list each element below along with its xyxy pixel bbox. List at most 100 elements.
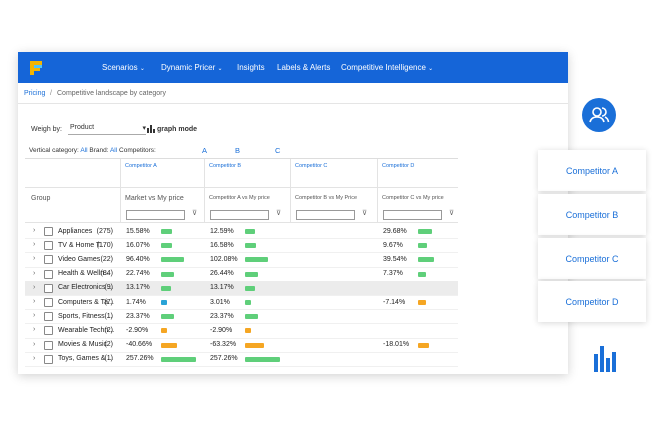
app-window: Pricing / Competitive landscape by categ… <box>18 52 568 374</box>
filter-input[interactable] <box>126 210 185 220</box>
filter-icon[interactable]: ⊽ <box>362 210 368 217</box>
expand-arrow[interactable]: › <box>33 354 36 362</box>
cell-value: -7.14% <box>383 298 406 306</box>
value-bar <box>161 342 177 348</box>
value-bar <box>161 257 184 263</box>
expand-arrow[interactable]: › <box>33 283 36 291</box>
cell-value: 96.40% <box>126 255 150 263</box>
nav-item[interactable]: Competitive Intelligence ⌄ <box>341 63 434 72</box>
table-row[interactable]: › Sports, Fitness ... (1) 23.37% 23.37% <box>25 309 458 325</box>
cell-value: 3.01% <box>210 298 230 306</box>
group-count: (170) <box>96 241 113 249</box>
table-row[interactable]: › Health & Welln... (84) 22.74% 26.44% 7.37% <box>25 267 458 282</box>
table-row[interactable]: › TV & Home T... (170) 16.07% 16.58% 9.67% <box>25 238 458 254</box>
competitor-card[interactable]: Competitor B <box>538 194 646 235</box>
competitor-filter[interactable]: A <box>202 146 208 155</box>
expand-arrow[interactable]: › <box>33 241 36 249</box>
competitor-filter[interactable]: C <box>275 146 281 155</box>
value-bar <box>418 300 427 305</box>
cell-value: 39.54% <box>383 255 407 263</box>
breadcrumb-link[interactable]: Pricing <box>24 90 46 97</box>
weigh-value: Product <box>70 124 95 131</box>
table-row[interactable]: › Appliances (275) 15.58% 12.59% 29.68% <box>25 224 458 240</box>
nav-item[interactable]: Scenarios ⌄ <box>102 63 145 72</box>
users-icon <box>582 98 616 132</box>
value-bar <box>245 342 264 348</box>
competitor-filter[interactable]: B <box>235 146 241 155</box>
group-count: (7) <box>104 298 113 306</box>
nav-item[interactable]: Dynamic Pricer ⌄ <box>161 63 223 72</box>
table-row[interactable]: › Wearable Techn... (2) -2.90% -2.90% <box>25 323 458 339</box>
checkbox[interactable] <box>44 340 53 350</box>
expand-arrow[interactable]: › <box>33 312 36 320</box>
value-bar <box>418 243 428 249</box>
competitor-card[interactable]: Competitor D <box>538 281 646 322</box>
competitor-header: Competitor C <box>295 163 328 169</box>
competitor-header: Competitor D <box>382 163 415 169</box>
competitor-card[interactable]: Competitor C <box>538 238 646 279</box>
chart-icon <box>594 346 616 372</box>
checkbox[interactable] <box>44 241 53 251</box>
column-header: Competitor C vs My price <box>382 195 444 201</box>
group-count: (2) <box>104 326 113 334</box>
group-count: (1) <box>104 312 113 320</box>
checkbox[interactable] <box>44 312 53 322</box>
expand-arrow[interactable]: › <box>33 227 36 234</box>
header-row-line <box>25 187 458 188</box>
checkbox[interactable] <box>44 354 53 364</box>
checkbox[interactable] <box>44 298 53 307</box>
group-name: Appliances <box>58 227 93 235</box>
table-row[interactable]: › Video Games (22) 96.40% 102.08% 39.54% <box>25 252 458 268</box>
expand-arrow[interactable]: › <box>33 326 36 334</box>
checkbox[interactable] <box>44 326 53 336</box>
nav-item[interactable]: Labels & Alerts <box>277 63 331 72</box>
checkbox[interactable] <box>44 227 53 236</box>
cell-value: 23.37% <box>126 312 150 320</box>
value-bar <box>418 229 432 234</box>
checkbox[interactable] <box>44 269 53 279</box>
filter-input[interactable] <box>383 210 442 220</box>
expand-arrow[interactable]: › <box>33 340 36 348</box>
table-row[interactable]: › Car Electronics ... (9) 13.17% 13.17% <box>25 280 458 296</box>
table-row[interactable]: › Toys, Games & ... (1) 257.26% 257.26% <box>25 352 458 367</box>
expand-arrow[interactable]: › <box>33 298 36 305</box>
cell-value: 12.59% <box>210 227 234 235</box>
value-bar <box>245 229 256 234</box>
data-table: Competitor A Competitor B Competitor C Comp… <box>25 158 458 374</box>
brand-value[interactable]: All <box>109 147 118 154</box>
group-count: (9) <box>104 284 113 292</box>
competitor-card[interactable]: Competitor A <box>538 150 646 191</box>
graph-icon <box>147 125 155 133</box>
divider <box>18 103 568 104</box>
value-bar <box>245 271 259 277</box>
cell-value: 257.26% <box>210 355 238 363</box>
filter-icon[interactable]: ⊽ <box>276 210 282 217</box>
cell-value: 1.74% <box>126 298 146 306</box>
table-row[interactable]: › Computers & Ta... (7) 1.74% 3.01% -7.14% <box>25 295 458 311</box>
vertical-value[interactable]: All <box>80 147 88 154</box>
column-divider <box>120 159 121 223</box>
weigh-select[interactable]: Product ▾ <box>68 124 146 135</box>
checkbox[interactable] <box>44 255 53 265</box>
expand-arrow[interactable]: › <box>33 255 36 263</box>
value-bar <box>161 285 172 291</box>
group-count: (275) <box>96 227 113 235</box>
checkbox[interactable] <box>44 283 53 293</box>
table-row[interactable]: › Movies & Music (2) -40.66% -63.32% -18.01% <box>25 338 458 353</box>
value-bar <box>245 328 252 334</box>
value-bar <box>161 356 197 362</box>
nav-item[interactable]: Insights <box>237 63 265 72</box>
expand-arrow[interactable]: › <box>33 269 36 277</box>
graph-mode-toggle[interactable]: graph mode <box>157 126 198 133</box>
group-name: Computers & Ta... <box>58 298 114 306</box>
column-header: Competitor A vs My price <box>209 195 270 201</box>
group-header: Group <box>31 195 51 202</box>
cell-value: 257.26% <box>126 355 154 363</box>
filter-input[interactable] <box>210 210 269 220</box>
competitors-label: Competitors: <box>119 147 156 154</box>
filter-input[interactable] <box>296 210 355 220</box>
cell-value: -2.90% <box>210 326 233 334</box>
group-name: Car Electronics ... <box>58 284 114 292</box>
filter-icon[interactable]: ⊽ <box>192 210 198 217</box>
filter-icon[interactable]: ⊽ <box>449 210 455 217</box>
